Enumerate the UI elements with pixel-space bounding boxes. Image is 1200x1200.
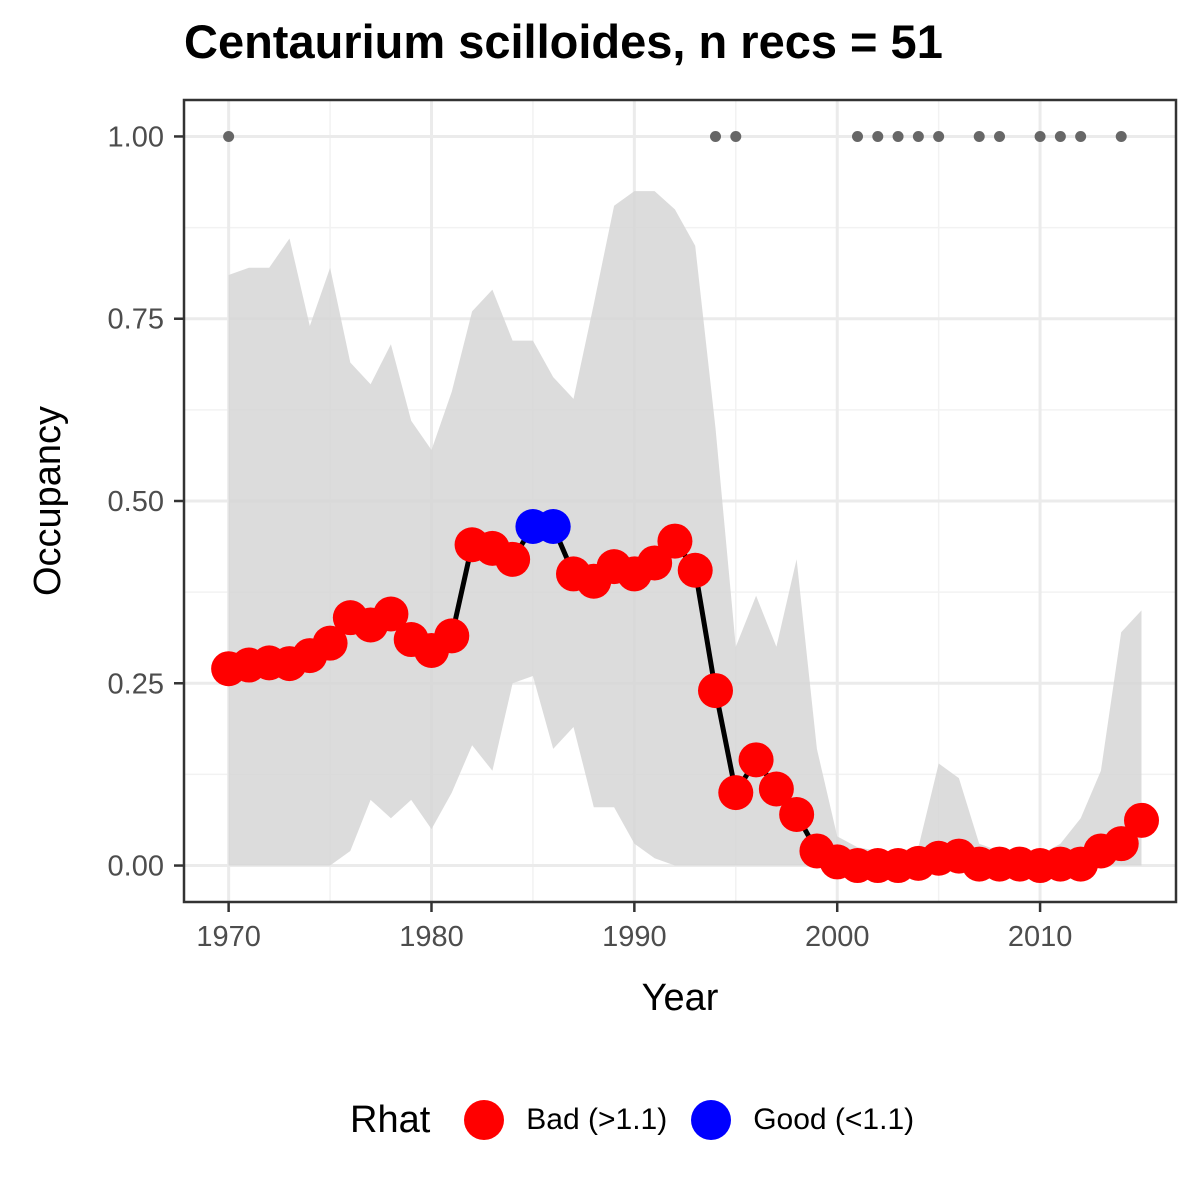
- legend-item-bad: Bad (>1.1): [464, 1100, 667, 1140]
- occupancy-point: [1103, 826, 1139, 862]
- legend-key-good: [691, 1100, 732, 1140]
- y-axis-title: Occupancy: [27, 406, 69, 596]
- axes-layer: 1970 1980 1990 2000 2010 0.00 0.25 0.50 0.75 1.00…: [27, 121, 1072, 1019]
- legend-key-bad: [464, 1100, 505, 1140]
- occupancy-point: [495, 541, 531, 577]
- occupancy-point: [779, 797, 815, 833]
- legend: Rhat Bad (>1.1) Good (<1.1): [350, 1090, 938, 1150]
- occupancy-point: [373, 596, 409, 632]
- record-point: [1075, 130, 1087, 142]
- record-point: [994, 130, 1006, 142]
- record-point: [1034, 130, 1046, 142]
- record-point: [1054, 130, 1066, 142]
- legend-label-bad: Bad (>1.1): [526, 1103, 668, 1136]
- x-tick-label: 2010: [1008, 921, 1073, 953]
- occupancy-plot: 1970 1980 1990 2000 2010 0.00 0.25 0.50 0.75 1.00…: [27, 98, 1178, 1019]
- y-tick-label: 0.00: [108, 851, 164, 883]
- y-tick-label: 0.75: [108, 304, 164, 336]
- occupancy-point: [535, 509, 571, 545]
- occupancy-points-layer: [211, 509, 1160, 884]
- record-point: [710, 130, 722, 142]
- occupancy-point: [1124, 802, 1160, 838]
- occupancy-point: [677, 552, 713, 588]
- occupancy-point: [738, 742, 774, 778]
- record-point: [933, 130, 945, 142]
- record-points-layer: [223, 130, 1127, 142]
- y-tick-label: 0.50: [108, 486, 164, 518]
- occupancy-point: [758, 771, 794, 807]
- record-point: [852, 130, 864, 142]
- legend-label-good: Good (<1.1): [753, 1103, 915, 1136]
- y-tick-label: 0.25: [108, 668, 164, 700]
- x-tick-label: 2000: [805, 921, 870, 953]
- occupancy-point: [718, 775, 754, 811]
- x-tick-label: 1970: [196, 921, 261, 953]
- legend-item-good: Good (<1.1): [691, 1100, 914, 1140]
- legend-title: Rhat: [350, 1098, 431, 1141]
- x-tick-label: 1980: [399, 921, 464, 953]
- record-point: [730, 130, 742, 142]
- record-point: [1115, 130, 1127, 142]
- y-tick-label: 1.00: [108, 121, 164, 153]
- chart-title: Centaurium scilloides, n recs = 51: [184, 15, 943, 68]
- record-point: [973, 130, 985, 142]
- record-point: [892, 130, 904, 142]
- record-point: [912, 130, 924, 142]
- occupancy-point: [434, 618, 470, 654]
- occupancy-point: [657, 523, 693, 559]
- occupancy-point: [312, 625, 348, 661]
- record-point: [872, 130, 884, 142]
- x-axis-title: Year: [642, 977, 719, 1019]
- record-point: [223, 130, 235, 142]
- x-tick-label: 1990: [602, 921, 667, 953]
- occupancy-point: [698, 673, 734, 709]
